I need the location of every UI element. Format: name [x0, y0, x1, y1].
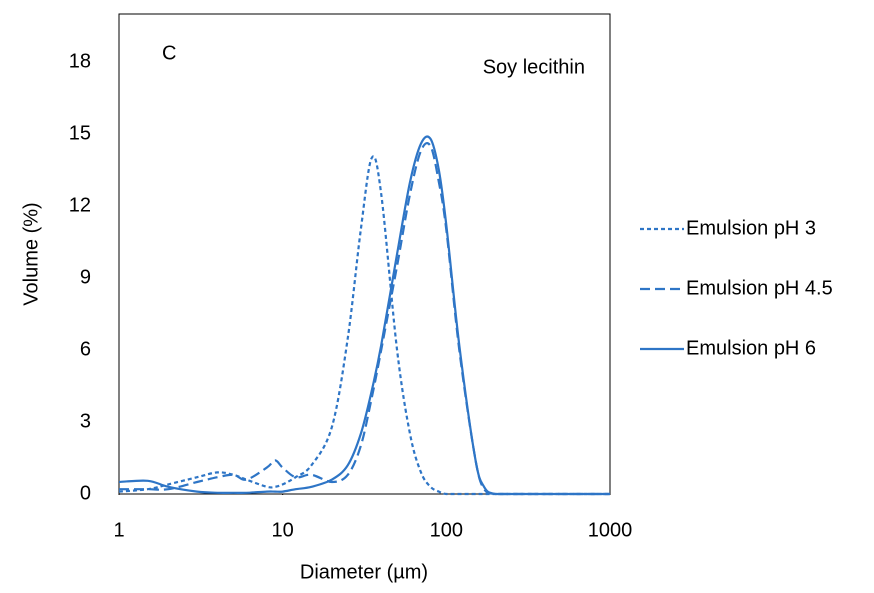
y-tick-label: 15 [69, 122, 91, 144]
panel-annotation: Soy lecithin [483, 56, 585, 78]
x-tick-label: 1000 [588, 519, 633, 541]
legend-label: Emulsion pH 6 [686, 337, 816, 359]
y-tick-label: 0 [80, 482, 91, 504]
y-tick-label: 9 [80, 266, 91, 288]
y-tick-label: 6 [80, 338, 91, 360]
x-tick-label: 10 [272, 519, 294, 541]
x-tick-label: 1 [113, 519, 124, 541]
y-axis-title: Volume (%) [20, 202, 42, 305]
y-tick-label: 12 [69, 194, 91, 216]
panel-label: C [162, 42, 176, 64]
plot-frame [118, 13, 611, 495]
data-line [119, 142, 610, 496]
data-line [118, 155, 610, 496]
y-tick-label: 18 [69, 50, 91, 72]
legend-label: Emulsion pH 3 [686, 217, 816, 239]
x-tick-label: 100 [430, 519, 463, 541]
legend-label: Emulsion pH 4.5 [686, 277, 833, 299]
x-axis-title: Diameter (µm) [300, 561, 428, 583]
data-line [118, 135, 610, 496]
y-tick-label: 3 [80, 410, 91, 432]
